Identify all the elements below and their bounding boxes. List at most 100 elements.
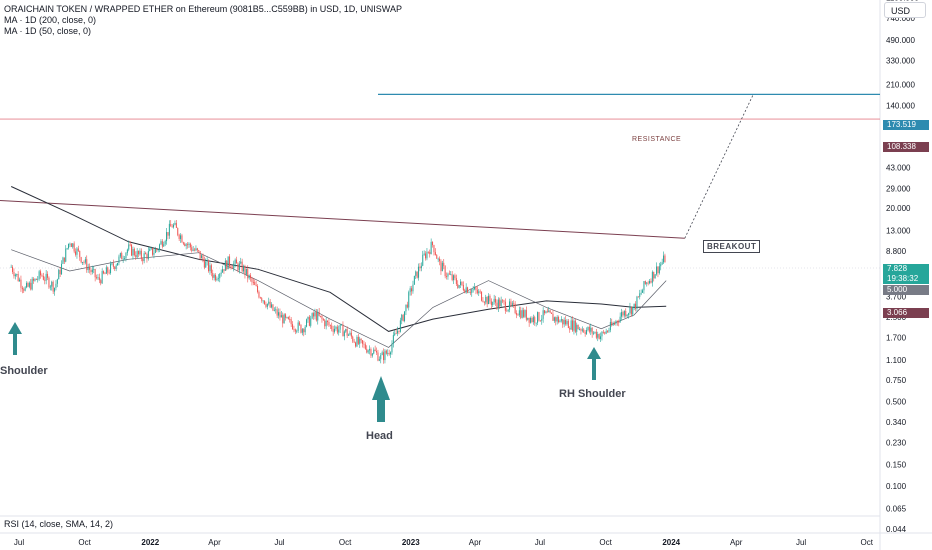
candle-body [266,303,268,307]
candle-body [359,338,361,344]
candle-body [471,289,473,293]
candle-body [209,265,211,272]
candle-body [500,300,502,307]
candle-body [54,287,56,292]
candle-body [89,267,91,270]
candle-body [138,250,140,255]
candle-body [363,343,365,345]
candle-body [125,252,127,259]
candle-body [556,316,558,322]
candle-body [185,244,187,246]
time-tick-label: Apr [469,538,482,547]
candle-body [489,295,491,302]
candle-body [12,266,14,273]
candle-body [247,268,249,279]
candle-body [160,241,162,245]
candle-body [202,255,204,260]
candle-body [453,275,455,281]
time-tick-label: Jul [796,538,806,547]
candle-body [338,329,340,333]
chart-legend: ORAICHAIN TOKEN / WRAPPED ETHER on Ether… [4,4,402,37]
candle-body [600,336,602,340]
left-shoulder-arrow-icon [8,322,22,355]
candle-body [525,310,527,320]
candle-body [548,310,550,313]
candle-body [79,250,81,258]
candle-body [196,248,198,251]
ma-50-legend[interactable]: MA · 1D (50, close, 0) [4,26,92,36]
candle-body [112,263,114,267]
candle-body [65,248,67,262]
candle-body [394,333,396,336]
candle-body [227,256,229,270]
candle-body [345,329,347,332]
ma-200-legend[interactable]: MA · 1D (200, close, 0) [4,15,97,25]
candle-body [84,259,86,263]
candle-body [69,243,71,245]
candle-body [355,342,357,347]
candle-body [117,262,119,266]
candle-body [356,336,358,347]
candle-body [217,278,219,280]
candle-body [513,303,515,305]
candle-body [269,301,271,308]
candle-body [19,279,21,282]
candle-body [639,293,641,297]
candle-body [565,319,567,325]
candle-body [229,256,231,266]
candle-body [623,311,625,316]
candle-body [495,298,497,303]
rsi-indicator-label[interactable]: RSI (14, close, SMA, 14, 2) [4,519,114,529]
candle-body [376,351,378,353]
candle-body [362,340,364,344]
candle-body [132,249,134,256]
candle-body [272,304,274,311]
candle-body [283,314,285,324]
price-tick-label: 1.100 [886,356,907,365]
candle-body [349,332,351,335]
candle-body [90,269,92,273]
candle-body [595,331,597,338]
candle-body [292,324,294,330]
candle-body [360,338,362,341]
candle-body [432,241,434,246]
candle-body [369,349,371,351]
candle-body [192,249,194,251]
candle-body [108,272,110,274]
candle-body [301,329,303,333]
candle-body [441,262,443,272]
candle-body [336,326,338,333]
candle-body [574,320,576,332]
candle-body [663,255,665,263]
candle-body [644,281,646,284]
candle-body [205,261,207,268]
candle-body [40,271,42,276]
candle-body [350,332,352,337]
candle-body [154,249,156,253]
candle-body [576,324,578,332]
candle-body [423,253,425,255]
candle-body [597,334,599,338]
symbol-title[interactable]: ORAICHAIN TOKEN / WRAPPED ETHER on Ether… [4,4,402,14]
price-tick-label: 0.750 [886,376,907,385]
candle-body [555,317,557,322]
candle-body [462,284,464,291]
candle-body [374,349,376,352]
candle-body [660,264,662,267]
candle-body [446,276,448,277]
candle-body [87,267,89,271]
candle-body [594,331,596,333]
candle-body [527,317,529,320]
candle-body [177,227,179,235]
candle-body [502,300,504,302]
candle-body [346,329,348,336]
candle-body [128,244,130,250]
currency-button[interactable]: USD [884,2,926,18]
candle-body [465,287,467,293]
candle-body [243,266,245,272]
candle-body [559,320,561,323]
candle-body [124,258,126,260]
candle-body [303,329,305,333]
candle-body [287,317,289,320]
